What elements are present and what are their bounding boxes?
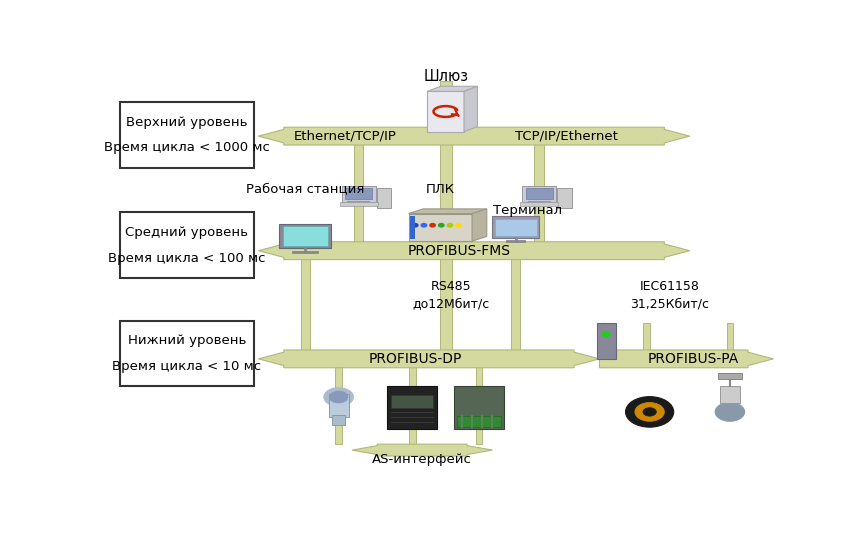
Circle shape	[421, 224, 426, 227]
Polygon shape	[476, 359, 482, 444]
FancyBboxPatch shape	[492, 216, 539, 238]
Polygon shape	[727, 323, 734, 359]
Polygon shape	[408, 214, 472, 241]
Text: Нижний уровень: Нижний уровень	[128, 334, 246, 347]
Polygon shape	[427, 87, 477, 91]
Text: PROFIBUS-PA: PROFIBUS-PA	[647, 352, 739, 366]
FancyBboxPatch shape	[410, 215, 415, 239]
FancyBboxPatch shape	[376, 188, 391, 208]
Text: ПЛК: ПЛК	[425, 182, 455, 196]
Text: PROFIBUS-FMS: PROFIBUS-FMS	[407, 244, 511, 258]
Circle shape	[438, 224, 444, 227]
Text: IEC61158
31,25Кбит/с: IEC61158 31,25Кбит/с	[630, 280, 709, 310]
Polygon shape	[472, 209, 487, 241]
FancyBboxPatch shape	[557, 188, 572, 208]
FancyBboxPatch shape	[457, 416, 501, 426]
FancyBboxPatch shape	[597, 322, 615, 359]
FancyBboxPatch shape	[120, 213, 254, 278]
Polygon shape	[258, 350, 600, 368]
Polygon shape	[354, 136, 363, 251]
Circle shape	[715, 403, 745, 421]
Polygon shape	[512, 251, 520, 359]
Circle shape	[635, 403, 665, 421]
Circle shape	[330, 391, 348, 403]
FancyBboxPatch shape	[391, 395, 433, 408]
Text: Время цикла < 100 мс: Время цикла < 100 мс	[108, 252, 266, 264]
FancyBboxPatch shape	[520, 202, 558, 206]
Text: Рабочая станция: Рабочая станция	[246, 182, 364, 196]
Polygon shape	[534, 136, 544, 251]
FancyBboxPatch shape	[718, 373, 742, 379]
Circle shape	[602, 332, 610, 337]
Circle shape	[447, 224, 453, 227]
Circle shape	[324, 388, 353, 407]
Text: Терминал: Терминал	[493, 204, 562, 217]
FancyBboxPatch shape	[282, 226, 328, 246]
FancyBboxPatch shape	[120, 321, 254, 386]
FancyBboxPatch shape	[720, 386, 740, 403]
Polygon shape	[600, 350, 773, 368]
Circle shape	[413, 224, 418, 227]
Polygon shape	[464, 87, 477, 132]
Text: RS485
до12Мбит/с: RS485 до12Мбит/с	[413, 280, 489, 310]
Text: AS-интерфейс: AS-интерфейс	[372, 453, 472, 466]
FancyBboxPatch shape	[526, 188, 552, 199]
Text: Время цикла < 10 мс: Время цикла < 10 мс	[112, 360, 261, 373]
FancyBboxPatch shape	[342, 186, 375, 202]
Polygon shape	[602, 323, 610, 359]
Text: Шлюз: Шлюз	[423, 69, 468, 84]
Circle shape	[456, 224, 462, 227]
Polygon shape	[300, 251, 310, 359]
Polygon shape	[643, 323, 650, 359]
FancyBboxPatch shape	[120, 102, 254, 168]
Text: PROFIBUS-DP: PROFIBUS-DP	[369, 352, 463, 366]
Polygon shape	[439, 81, 451, 359]
Polygon shape	[258, 242, 690, 260]
FancyBboxPatch shape	[454, 386, 504, 429]
Text: Средний уровень: Средний уровень	[125, 226, 249, 239]
FancyBboxPatch shape	[345, 188, 372, 199]
Polygon shape	[352, 444, 493, 456]
Circle shape	[643, 408, 657, 416]
FancyBboxPatch shape	[280, 224, 331, 248]
FancyBboxPatch shape	[387, 386, 438, 429]
Text: Ethernet/TCP/IP: Ethernet/TCP/IP	[294, 129, 397, 143]
FancyBboxPatch shape	[340, 202, 378, 206]
Polygon shape	[409, 359, 415, 444]
FancyBboxPatch shape	[329, 393, 349, 417]
Text: Верхний уровень: Верхний уровень	[126, 116, 248, 129]
Polygon shape	[258, 127, 690, 145]
Circle shape	[626, 397, 674, 427]
FancyBboxPatch shape	[522, 186, 556, 202]
Text: Время цикла < 1000 мс: Время цикла < 1000 мс	[104, 141, 270, 154]
FancyBboxPatch shape	[427, 91, 464, 132]
Text: TCP/IP/Ethernet: TCP/IP/Ethernet	[514, 129, 617, 143]
Circle shape	[430, 224, 435, 227]
FancyBboxPatch shape	[495, 219, 537, 236]
Polygon shape	[336, 359, 342, 444]
FancyBboxPatch shape	[332, 415, 345, 425]
Polygon shape	[408, 209, 487, 214]
